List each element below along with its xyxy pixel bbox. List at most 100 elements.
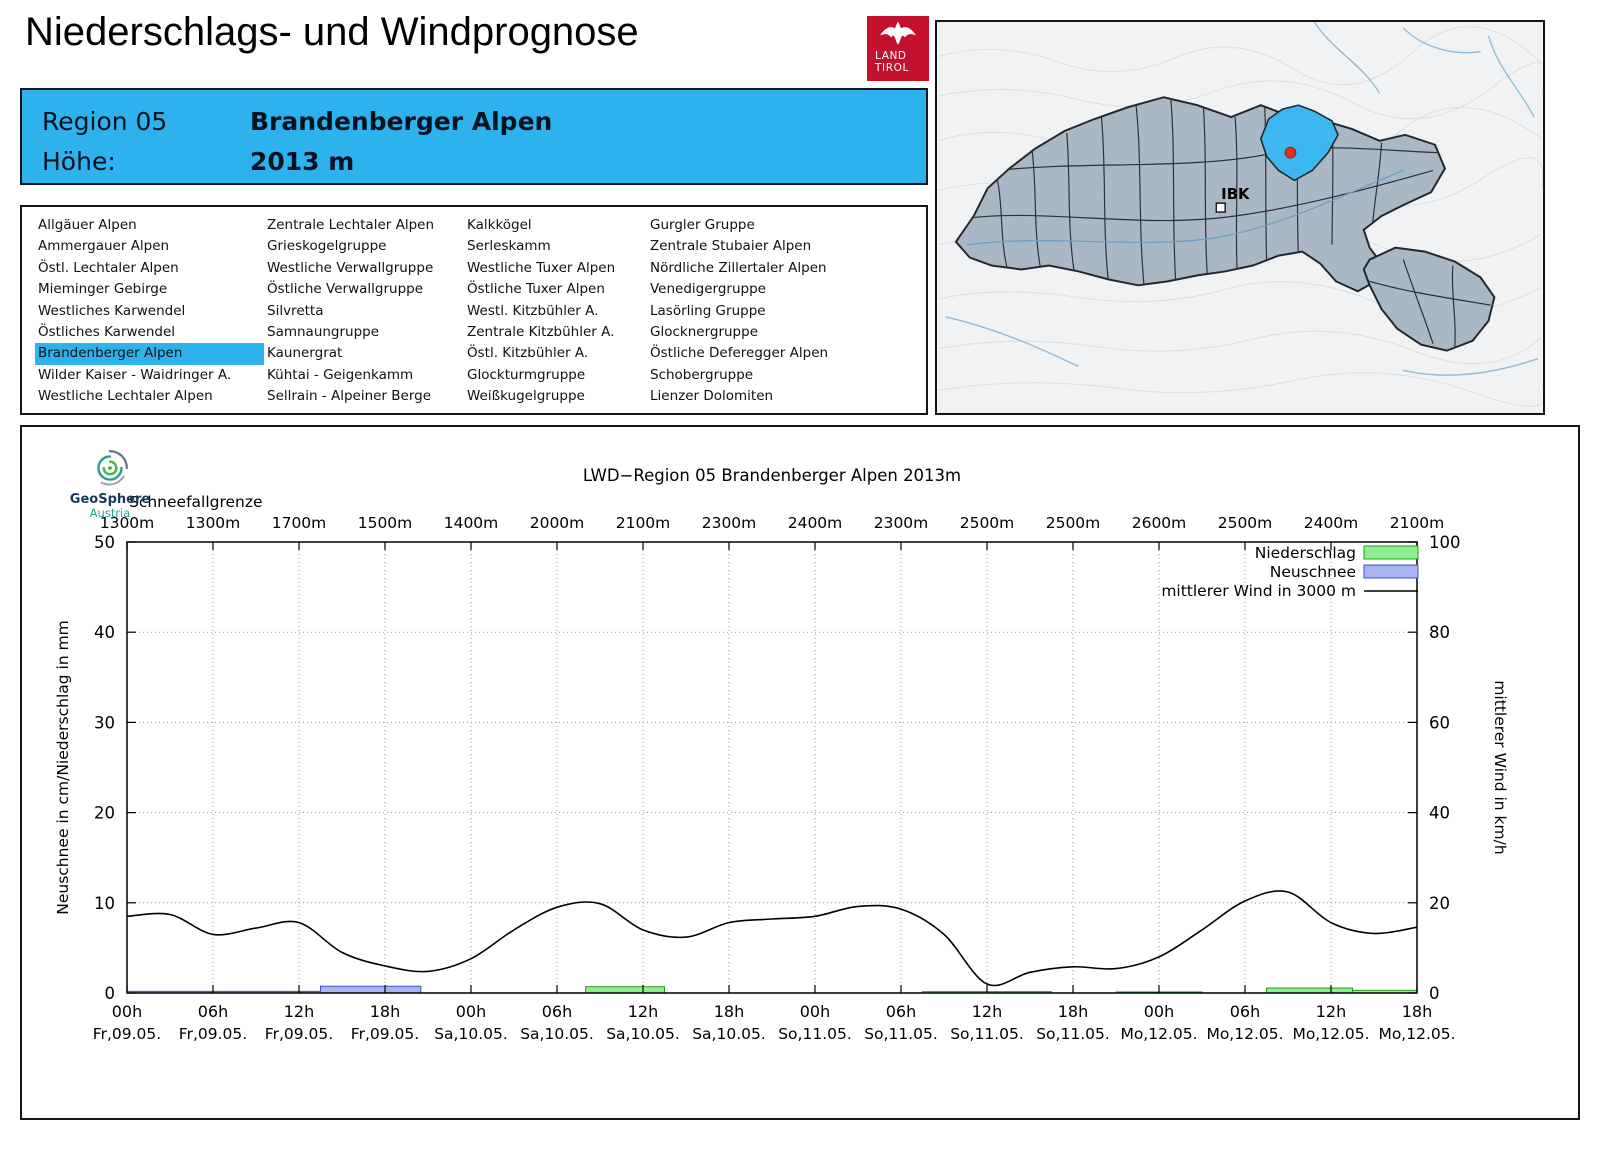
svg-text:Fr,09.05.: Fr,09.05. [179,1025,247,1043]
logo-text-tirol: TIROL [875,62,909,75]
region-list-item[interactable]: Samnaungruppe [267,323,380,340]
region-list-item[interactable]: Glocknergruppe [650,323,759,340]
svg-text:2300m: 2300m [702,514,757,532]
region-list-item[interactable]: Zentrale Stubaier Alpen [650,238,812,255]
region-list-item[interactable]: Kühtai - Geigenkamm [267,366,414,383]
region-list-item[interactable]: Östl. Lechtaler Alpen [38,259,179,276]
region-list-item[interactable]: Schobergruppe [650,366,754,383]
svg-text:00h: 00h [456,1002,487,1021]
tirol-map-svg: IBK [937,22,1543,413]
svg-text:Fr,09.05.: Fr,09.05. [93,1025,161,1043]
svg-text:10: 10 [94,894,115,913]
region-list-item[interactable]: Zentrale Kitzbühler A. [467,323,615,340]
svg-text:20: 20 [1429,894,1450,913]
svg-text:2500m: 2500m [1046,514,1101,532]
region-list-item[interactable]: Sellrain - Alpeiner Berge [267,388,432,405]
region-list-item[interactable]: Venedigergruppe [650,281,766,298]
region-list: Allgäuer Alpen Ammergauer Alpen Östl. Lech… [20,205,928,415]
region-list-item[interactable]: Weißkugelgruppe [467,388,585,405]
region-list-item[interactable]: Serleskamm [467,238,551,255]
region-header: Region 05 Brandenberger Alpen Höhe: 2013… [20,88,928,185]
svg-text:2600m: 2600m [1132,514,1187,532]
region-name: Brandenberger Alpen [250,106,553,136]
region-list-item[interactable]: Westliche Verwallgruppe [267,259,434,276]
region-list-item[interactable]: Westliche Tuxer Alpen [467,259,616,276]
svg-text:LWD−Region 05 Brandenberger Al: LWD−Region 05 Brandenberger Alpen 2013m [583,466,961,485]
svg-text:12h: 12h [284,1002,315,1021]
svg-text:2100m: 2100m [1390,514,1445,532]
svg-text:20: 20 [94,804,115,823]
svg-text:Neuschnee in cm/Niederschlag i: Neuschnee in cm/Niederschlag in mm [54,620,72,915]
land-tirol-logo: LAND TIROL [867,16,929,81]
region-list-item[interactable]: Mieminger Gebirge [38,281,168,298]
region-list-item[interactable]: Grieskogelgruppe [267,238,387,255]
region-list-column: Allgäuer Alpen Ammergauer Alpen Östl. Lech… [35,215,264,413]
svg-text:100: 100 [1429,533,1461,552]
geosphere-name: GeoSphere [69,492,151,507]
region-list-item[interactable]: Lienzer Dolomiten [650,388,774,405]
map-region-selected[interactable] [1259,104,1339,182]
region-list-item[interactable]: Gurgler Gruppe [650,217,755,233]
ibk-city-marker [1215,202,1226,213]
region-list-item[interactable]: Westl. Kitzbühler A. [467,302,599,319]
region-list-item[interactable]: Östliche Verwallgruppe [267,281,424,298]
svg-text:18h: 18h [714,1002,745,1021]
svg-text:Schneefallgrenze: Schneefallgrenze [129,493,263,511]
svg-text:Neuschnee: Neuschnee [1270,563,1356,581]
svg-text:Mo,12.05.: Mo,12.05. [1120,1025,1197,1043]
svg-text:06h: 06h [1230,1002,1261,1021]
region-list-item-selected[interactable]: Brandenberger Alpen [35,343,264,365]
region-list-item[interactable]: Glockturmgruppe [467,366,586,383]
region-list-item[interactable]: Lasörling Gruppe [650,302,766,319]
region-label: Region 05 [42,106,168,136]
region-list-column: Kalkkögel Serleskamm Westliche Tuxer Alpen… [464,215,647,413]
tirol-map: IBK [935,20,1545,415]
svg-text:2500m: 2500m [960,514,1015,532]
region-list-item[interactable]: Östliches Karwendel [38,323,176,340]
region-list-item[interactable]: Östl. Kitzbühler A. [467,345,589,362]
region-list-item[interactable]: Ammergauer Alpen [38,238,170,255]
svg-text:50: 50 [94,533,115,552]
region-list-item[interactable]: Östliche Tuxer Alpen [467,281,605,298]
logo-text-land: LAND [875,49,907,62]
svg-text:2400m: 2400m [1304,514,1359,532]
svg-text:06h: 06h [886,1002,917,1021]
svg-text:1300m: 1300m [186,514,241,532]
geosphere-sub: Austria [89,506,131,521]
forecast-chart: 0 10 20 30 40 50 0 20 40 60 80 100 00h Fr,09.05. 06h Fr… [20,425,1580,1120]
svg-text:40: 40 [1429,804,1450,823]
svg-text:80: 80 [1429,623,1450,642]
region-list-item[interactable]: Zentrale Lechtaler Alpen [267,217,435,233]
svg-text:Fr,09.05.: Fr,09.05. [351,1025,419,1043]
svg-text:18h: 18h [1402,1002,1433,1021]
svg-text:1300m: 1300m [100,514,155,532]
region-list-item[interactable]: Kalkkögel [467,217,532,233]
svg-text:00h: 00h [1144,1002,1175,1021]
geosphere-swirl-icon [97,450,128,486]
region-list-item[interactable]: Nördliche Zillertaler Alpen [650,259,827,276]
map-region-east-tirol[interactable] [1362,246,1496,352]
svg-text:2400m: 2400m [788,514,843,532]
region-list-item[interactable]: Wilder Kaiser - Waidringer A. [38,366,232,383]
region-list-item[interactable]: Kaunergrat [267,345,343,362]
svg-text:1500m: 1500m [358,514,413,532]
geosphere-logo: GeoSphere Austria [52,447,168,521]
region-list-item[interactable]: Westliches Karwendel [38,302,186,319]
svg-text:Mo,12.05.: Mo,12.05. [1378,1025,1455,1043]
region-list-item[interactable]: Westliche Lechtaler Alpen [38,388,213,405]
region-list-item[interactable]: Allgäuer Alpen [38,217,137,233]
svg-text:18h: 18h [370,1002,401,1021]
altitude-label: Höhe: [42,146,116,176]
svg-text:1700m: 1700m [272,514,327,532]
region-list-item[interactable]: Silvretta [267,302,324,319]
page-title: Niederschlags- und Windprognose [25,10,639,54]
region-list-item[interactable]: Östliche Deferegger Alpen [650,345,829,362]
svg-text:0: 0 [105,984,116,1003]
region-list-column: Zentrale Lechtaler Alpen Grieskogelgruppe… [264,215,464,413]
svg-text:0: 0 [1429,984,1440,1003]
svg-text:30: 30 [94,713,115,732]
svg-text:18h: 18h [1058,1002,1089,1021]
map-internal-borders-east [1369,259,1491,347]
svg-text:mittlerer Wind in km/h: mittlerer Wind in km/h [1491,680,1509,854]
